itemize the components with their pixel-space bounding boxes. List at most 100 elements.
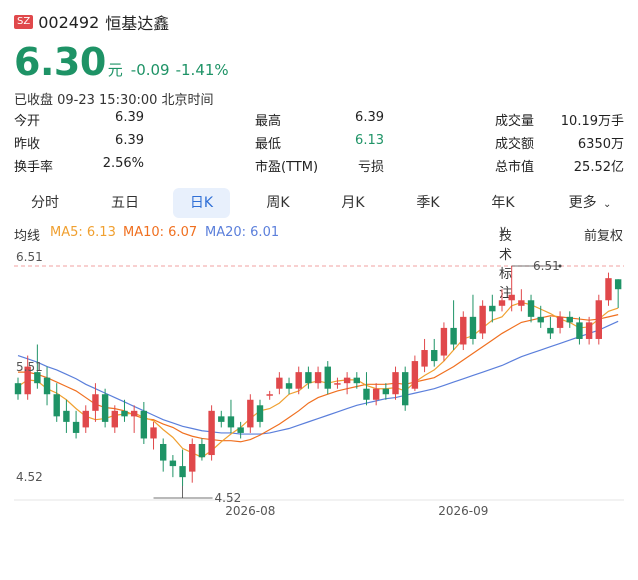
stat-label: 昨收 <box>14 137 41 152</box>
candle-body <box>169 460 177 467</box>
candle-body <box>576 322 583 339</box>
x-tick-label: 2026-08 <box>225 504 275 518</box>
candle-body <box>411 361 419 389</box>
candle-body <box>198 443 206 458</box>
stat-value: 6.39 <box>115 133 144 148</box>
candle-body <box>595 300 602 339</box>
candle-body <box>179 466 186 478</box>
candle-body <box>605 278 612 301</box>
candle-body <box>479 305 486 334</box>
candle-body <box>111 410 118 428</box>
x-tick-label: 2026-09 <box>438 504 488 518</box>
tab-intraday[interactable]: 分时 <box>31 195 59 211</box>
candle-body <box>469 316 477 339</box>
stat-label: 最高 <box>255 114 282 129</box>
candle-body <box>440 327 448 356</box>
candle-body <box>518 300 525 306</box>
ma20-line <box>17 320 619 435</box>
tab-daily-k[interactable]: 日K <box>173 188 230 218</box>
candle-body <box>285 383 293 389</box>
candle-body <box>305 372 312 384</box>
ma-label: 均线 <box>14 229 41 244</box>
candle-body <box>150 427 157 439</box>
price-row: 6.30 元 -0.09 -1.41% <box>14 40 235 84</box>
candle-body <box>527 300 535 317</box>
candle-body <box>382 388 390 395</box>
candle-body <box>208 410 215 456</box>
max-marker-dot <box>558 264 562 268</box>
candle-body <box>508 294 515 301</box>
candle-body <box>130 410 138 417</box>
candle-body <box>421 350 428 367</box>
ma20-value: MA20: 6.01 <box>205 225 280 240</box>
annotation-icon: ⊻ <box>499 225 508 238</box>
stock-header: SZ 002492 恒基达鑫 <box>14 10 169 34</box>
chevron-down-icon: ⌄ <box>603 199 612 210</box>
candle-body <box>556 316 564 328</box>
candle-body <box>353 377 360 384</box>
tab-more[interactable]: 更多 ⌄ <box>554 188 626 218</box>
tab-weekly-k[interactable]: 周K <box>266 195 290 211</box>
adjust-mode-toggle[interactable]: 前复权 <box>584 229 624 244</box>
stat-value: 6.39 <box>115 110 144 125</box>
tab-quarterly-k[interactable]: 季K <box>416 195 440 211</box>
stats-row: 今开 6.39 最高 6.39 成交量 10.19万手 <box>14 110 626 130</box>
y-tick-label: 4.52 <box>16 470 43 484</box>
stat-value: 亏损 <box>357 160 384 175</box>
candle-body <box>566 316 573 323</box>
price-change: -0.09 <box>130 61 170 79</box>
tab-five-day[interactable]: 五日 <box>111 195 139 211</box>
candle-body <box>392 372 399 395</box>
tab-yearly-k[interactable]: 年K <box>491 195 515 211</box>
candle-body <box>121 410 128 417</box>
stat-label: 成交额 <box>495 137 535 152</box>
max-price-label: 6.51 <box>533 259 560 273</box>
last-price: 6.30 <box>14 40 106 84</box>
candle-body <box>372 388 380 400</box>
candle-body <box>101 394 109 422</box>
candle-body <box>72 421 80 433</box>
candle-body <box>14 383 22 395</box>
stat-label: 换手率 <box>14 160 54 175</box>
stat-label: 市盈(TTM) <box>255 160 319 175</box>
ma-legend: 均线 MA5: 6.13 MA10: 6.07 MA20: 6.01 ⊻ 技术标… <box>14 225 626 301</box>
candle-body <box>189 443 196 472</box>
candle-body <box>498 300 506 306</box>
ma10-value: MA10: 6.07 <box>123 225 198 240</box>
stat-value: 2.56% <box>102 156 144 171</box>
candle-body <box>363 388 370 400</box>
price-unit: 元 <box>107 61 123 79</box>
candle-body <box>24 366 31 395</box>
stat-value: 6.39 <box>355 110 384 125</box>
candle-body <box>218 416 225 422</box>
candle-body <box>82 410 89 428</box>
stat-value: 10.19万手 <box>560 114 624 129</box>
y-tick-label: 6.51 <box>16 250 43 264</box>
candle-body <box>53 394 60 417</box>
price-change-pct: -1.41% <box>175 61 229 79</box>
market-status: 已收盘 09-23 15:30:00 北京时间 <box>14 93 214 108</box>
stat-label: 成交量 <box>495 114 535 129</box>
stat-label: 总市值 <box>495 160 535 175</box>
candle-body <box>537 316 544 323</box>
candle-body <box>256 405 264 422</box>
candle-body <box>276 377 283 389</box>
stock-code: 002492 <box>38 12 100 32</box>
candle-body <box>140 410 148 439</box>
candle-body <box>402 372 409 406</box>
candle-body <box>614 279 622 290</box>
candle-body <box>160 443 167 461</box>
candle-body <box>34 372 41 384</box>
candle-body <box>431 350 438 362</box>
stat-value: 6.13 <box>355 133 384 148</box>
y-tick-label: 5.51 <box>16 360 43 374</box>
stat-label: 今开 <box>14 114 41 129</box>
stats-row: 昨收 6.39 最低 6.13 成交额 6350万 <box>14 133 626 153</box>
candle-body <box>547 327 554 334</box>
ma10-line <box>18 314 619 443</box>
stock-name: 恒基达鑫 <box>105 14 170 33</box>
period-tabs: 分时 五日 日K 周K 月K 季K 年K 更多 ⌄ <box>14 188 626 218</box>
candle-body <box>92 394 99 411</box>
tab-monthly-k[interactable]: 月K <box>341 195 365 211</box>
